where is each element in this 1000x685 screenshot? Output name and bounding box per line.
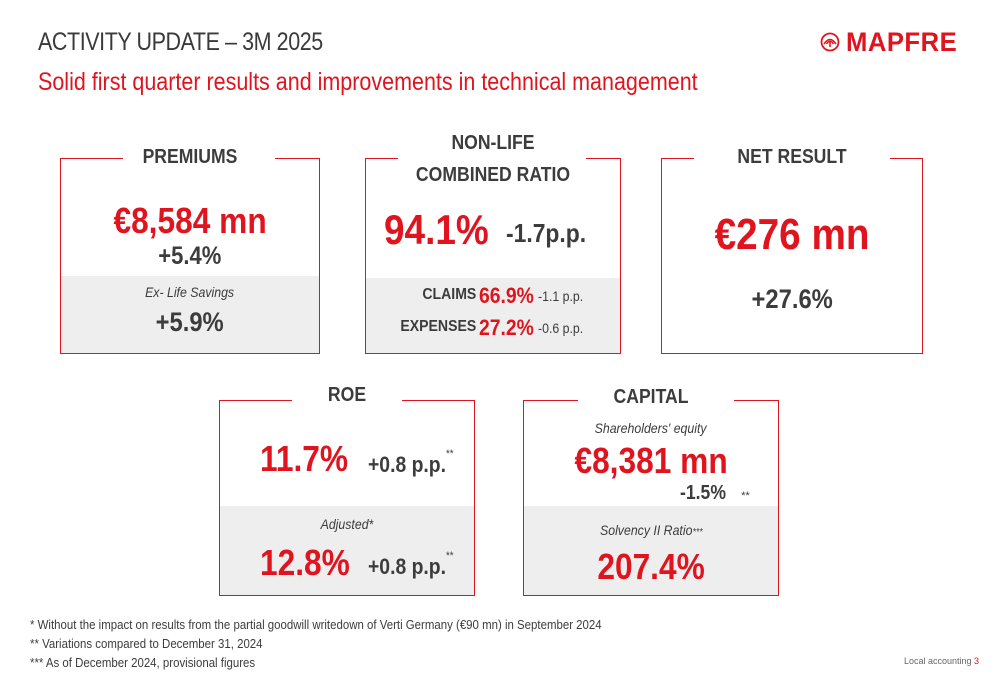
combined-ratio-value: 94.1% (384, 206, 489, 253)
capital-heading: CAPITAL (613, 386, 689, 408)
solvency-mark: *** (692, 527, 703, 538)
equity-label: Shareholders' equity (595, 420, 707, 436)
page-number: 3 (974, 656, 980, 666)
net-result-heading: NET RESULT (737, 146, 847, 168)
roe-adjusted-value: 12.8% (260, 542, 350, 583)
combined-ratio-card: NON-LIFE COMBINED RATIO 94.1% -1.7p.p. C… (365, 132, 621, 354)
equity-value: €8,381 (574, 440, 672, 481)
roe-change: +0.8 p.p. (368, 452, 447, 477)
combined-ratio-breakdown-panel (366, 278, 620, 353)
page-subtitle: Solid first quarter results and improvem… (38, 68, 698, 96)
solvency-label: Solvency II Ratio (599, 522, 693, 538)
roe-adjusted-mark: ** (446, 550, 454, 562)
mapfre-logo: MAPFRE (820, 26, 963, 57)
combined-ratio-heading-1: NON-LIFE (451, 132, 535, 154)
net-result-change: +27.6% (751, 284, 833, 314)
footnotes: * Without the impact on results from the… (30, 615, 680, 672)
solvency-panel (524, 506, 778, 595)
expenses-label: EXPENSES (400, 318, 476, 335)
solvency-value: 207.4% (597, 546, 705, 587)
footer-note: Local accounting (904, 656, 972, 666)
footnote-1: * Without the impact on results from the… (30, 617, 602, 632)
logo-text: MAPFRE (846, 26, 958, 57)
claims-label: CLAIMS (422, 286, 476, 303)
footnote-3: *** As of December 2024, provisional fig… (30, 655, 256, 670)
expenses-change: -0.6 p.p. (538, 320, 584, 336)
net-result-card: NET RESULT €276 mn +27.6% (661, 146, 923, 354)
premiums-card: PREMIUMS €8,584 mn +5.4% Ex- Life Saving… (60, 146, 320, 354)
combined-ratio-heading-2: COMBINED RATIO (415, 164, 571, 186)
page-title: ACTIVITY UPDATE – 3M 2025 (38, 28, 323, 56)
roe-adjusted-change: +0.8 p.p. (368, 554, 447, 579)
combined-ratio-change: -1.7p.p. (506, 218, 587, 248)
premiums-sub-label: Ex- Life Savings (145, 284, 235, 300)
equity-unit: mn (680, 440, 728, 481)
premiums-heading: PREMIUMS (142, 146, 238, 168)
roe-adjusted-label: Adjusted* (320, 516, 374, 532)
roe-adjusted-panel (220, 506, 474, 595)
premiums-sub-panel (61, 276, 319, 353)
equity-change-mark: ** (740, 490, 750, 502)
footnote-2: ** Variations compared to December 31, 2… (30, 636, 263, 651)
capital-card: CAPITAL Shareholders' equity €8,381 mn -… (523, 386, 779, 596)
claims-value: 66.9% (479, 283, 534, 308)
roe-change-mark: ** (446, 448, 454, 460)
roe-heading: ROE (327, 384, 367, 406)
claims-change: -1.1 p.p. (538, 288, 584, 304)
roe-card: ROE 11.7% +0.8 p.p.** Adjusted* 12.8% +0… (219, 384, 475, 596)
mapfre-emblem-icon (820, 32, 840, 52)
premiums-sub-change: +5.9% (155, 307, 225, 337)
premiums-value: €8,584 mn (113, 200, 267, 241)
equity-change: -1.5% (680, 482, 726, 504)
expenses-value: 27.2% (479, 315, 534, 340)
premiums-change: +5.4% (158, 242, 222, 270)
roe-value: 11.7% (260, 438, 349, 479)
net-result-value: €276 mn (714, 210, 870, 259)
